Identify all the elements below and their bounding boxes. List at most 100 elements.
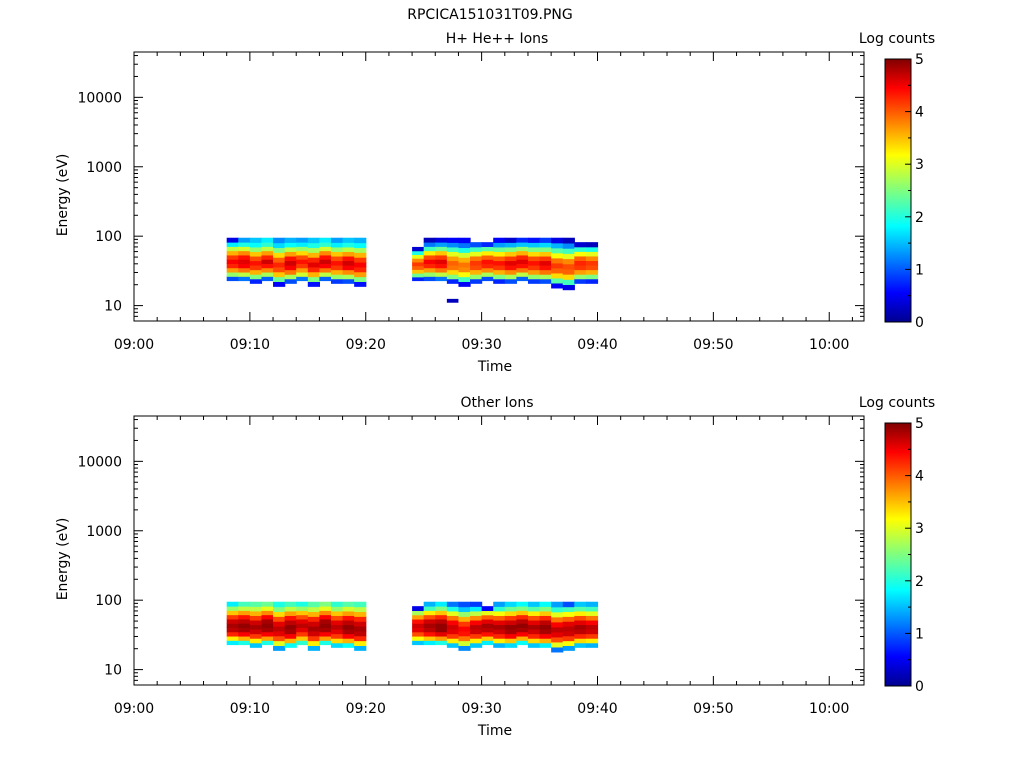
- heatmap-cell: [412, 265, 425, 270]
- heatmap-cell: [307, 640, 320, 646]
- heatmap-cell: [354, 242, 367, 249]
- heatmap-cell: [423, 271, 436, 277]
- heatmap-cell: [354, 625, 367, 632]
- heatmap-cell: [470, 638, 483, 644]
- heatmap-cell: [307, 606, 320, 613]
- heatmap-cell: [249, 242, 263, 248]
- heatmap-cell: [458, 630, 471, 637]
- heatmap-cell: [296, 259, 309, 264]
- heatmap-cell: [504, 601, 517, 607]
- heatmap-cell: [585, 601, 599, 607]
- heatmap-cell: [481, 614, 494, 620]
- heatmap-cell: [435, 246, 448, 252]
- heatmap-cell: [319, 259, 332, 264]
- heatmap-cell: [435, 271, 448, 277]
- heatmap-cell: [516, 635, 529, 641]
- heatmap-cell: [423, 610, 436, 616]
- heatmap-cell: [435, 237, 448, 243]
- heatmap-cell: [470, 615, 483, 621]
- heatmap-cell: [446, 265, 460, 271]
- heatmap-cell: [284, 624, 297, 630]
- heatmap-cell: [562, 625, 575, 632]
- heatmap-cell: [342, 274, 355, 280]
- y-tick-label: 10: [104, 299, 122, 315]
- heatmap-cell: [504, 278, 517, 284]
- heatmap-cell: [516, 267, 529, 273]
- heatmap-cell: [307, 625, 320, 632]
- heatmap-cell: [470, 246, 483, 252]
- heatmap-cell: [330, 269, 344, 275]
- heatmap-cell: [585, 264, 599, 271]
- heatmap-cell: [446, 269, 460, 275]
- heatmap-cell: [574, 255, 587, 262]
- heatmap-cell: [470, 629, 483, 635]
- heatmap-cell: [261, 614, 274, 620]
- heatmap-cell: [551, 621, 564, 628]
- heatmap-cell: [284, 255, 297, 262]
- heatmap-cell: [354, 266, 367, 273]
- plot-frame: [133, 415, 865, 686]
- panel-bottom-colorbar-label: Log counts: [859, 395, 935, 411]
- heatmap-cell: [470, 251, 483, 257]
- heatmap-cell: [493, 242, 506, 248]
- heatmap-cell: [296, 640, 309, 646]
- heatmap-cell: [458, 601, 471, 608]
- heatmap-cell: [330, 265, 344, 271]
- heatmap-cell: [516, 614, 529, 620]
- heatmap-cell: [481, 250, 494, 256]
- heatmap-cell: [238, 623, 251, 628]
- heatmap-cell: [342, 610, 355, 616]
- heatmap-cell: [226, 246, 239, 252]
- heatmap-cell: [319, 237, 332, 243]
- heatmap-cell: [539, 624, 552, 630]
- heatmap-cell: [585, 610, 599, 616]
- heatmap-cell: [516, 254, 529, 260]
- heatmap-cell: [261, 254, 274, 260]
- heatmap-cell: [238, 267, 251, 273]
- heatmap-cell: [412, 614, 425, 620]
- heatmap-cell: [284, 269, 297, 275]
- heatmap-cell: [226, 250, 239, 256]
- heatmap-cell: [458, 616, 471, 622]
- heatmap-cell: [273, 645, 286, 651]
- heatmap-cell: [261, 618, 274, 624]
- heatmap-cell: [296, 635, 309, 641]
- heatmap-cell: [493, 251, 506, 257]
- heatmap-cell: [574, 269, 587, 275]
- heatmap-cell: [238, 635, 251, 641]
- heatmap-cell: [446, 624, 460, 630]
- heatmap-cell: [261, 601, 274, 607]
- heatmap-cell: [493, 255, 506, 262]
- heatmap-cell: [342, 251, 355, 257]
- panel-top-heatmap-cells: [226, 237, 599, 303]
- heatmap-cell: [226, 254, 239, 260]
- heatmap-cell: [330, 278, 344, 284]
- x-tick-label: 09:10: [230, 701, 270, 717]
- heatmap-cell: [330, 633, 344, 639]
- heatmap-cell: [319, 254, 332, 260]
- panel-top-colorbar-label: Log counts: [859, 31, 935, 47]
- panel-top-colorbar-ticks: 0 1 2 3 4 5: [905, 52, 924, 331]
- heatmap-cell: [585, 619, 599, 626]
- panel-bottom-y-axis-label: Energy (eV): [55, 518, 71, 601]
- heatmap-cell: [551, 272, 564, 279]
- colorbar-tick-label: 3: [915, 521, 924, 537]
- heatmap-cell: [516, 250, 529, 256]
- heatmap-cell: [516, 610, 529, 616]
- panel-top-x-axis-label: Time: [477, 359, 512, 375]
- heatmap-cell: [446, 601, 460, 607]
- heatmap-cell: [226, 237, 239, 243]
- heatmap-cell: [412, 254, 425, 259]
- heatmap-cell: [423, 635, 436, 641]
- heatmap-cell: [481, 246, 494, 252]
- heatmap-cell: [539, 619, 552, 626]
- heatmap-cell: [527, 624, 541, 630]
- heatmap-cell: [470, 606, 483, 612]
- heatmap-cell: [226, 631, 239, 637]
- heatmap-cell: [273, 640, 286, 646]
- heatmap-cell: [296, 242, 309, 247]
- heatmap-cell: [330, 242, 344, 248]
- heatmap-cell: [585, 242, 599, 248]
- heatmap-cell: [307, 266, 320, 273]
- heatmap-cell: [249, 251, 263, 257]
